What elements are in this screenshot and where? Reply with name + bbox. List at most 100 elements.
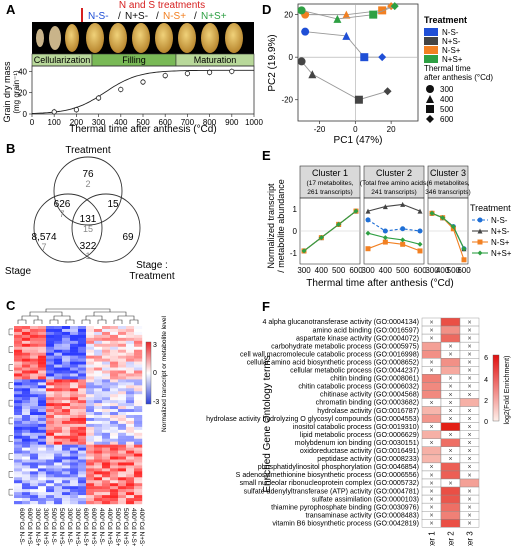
heatmap-cell [102, 471, 111, 475]
heatmap-cell [86, 379, 95, 383]
heatmap-cell [94, 352, 103, 356]
heatmap-cell [78, 492, 87, 496]
heatmap-cell [14, 346, 23, 350]
heatmap-cell [102, 435, 111, 439]
cluster-point [382, 239, 388, 245]
heatmap-cell [110, 337, 119, 342]
go-missing-mark: × [429, 504, 433, 511]
heatmap-cell [102, 340, 111, 344]
go-cell [440, 422, 461, 431]
heatmap-cell [38, 328, 47, 333]
heatmap-cell [46, 331, 55, 336]
heatmap-cell [54, 474, 63, 478]
sample-label: 300°Cd N-S- [66, 508, 74, 545]
heatmap-cell [110, 498, 119, 502]
pca-xlabel: PC1 (47%) [334, 135, 383, 146]
heatmap-cell [46, 326, 55, 330]
heatmap-cell [94, 441, 103, 445]
heatmap-cell [110, 397, 119, 401]
grain-image [132, 23, 150, 53]
panel-f-letter: F [262, 299, 270, 314]
heatmap-cell [86, 349, 95, 353]
legend-swatch [424, 55, 438, 63]
heatmap-cell [14, 480, 23, 484]
heatmap-cell [110, 352, 119, 356]
heatmap-cell [94, 471, 103, 475]
heatmap-cell [126, 492, 135, 496]
heatmap-cell [14, 340, 23, 344]
heatmap-cell [54, 459, 63, 463]
heatmap-cell [62, 409, 71, 413]
cluster-point [461, 257, 467, 263]
heatmap-cell [102, 423, 111, 428]
heatmap-cell [38, 352, 47, 356]
heatmap-cell [62, 400, 71, 404]
heatmap-cell [30, 453, 39, 457]
heatmap-cell [110, 358, 119, 362]
x-tick-label: 500 [447, 266, 461, 275]
heatmap-cell [70, 453, 79, 457]
heatmap-cell [126, 474, 135, 478]
heatmap-colorbar-min: -3 [153, 399, 159, 406]
heatmap-cell [78, 352, 87, 356]
sample-label: 500°Cd N-S+ [114, 508, 122, 546]
pca-trajectory [301, 61, 388, 101]
heatmap-cell [22, 417, 31, 422]
go-colorbar-tick-4: 4 [484, 377, 488, 384]
go-cell [440, 462, 461, 472]
heatmap-cell [38, 495, 47, 499]
heatmap-cell [70, 337, 79, 342]
go-term-label: phosphatidylinositol phosphorylation (GO… [258, 463, 419, 471]
heatmap-cell [94, 429, 103, 433]
heatmap-cell [78, 462, 87, 466]
heatmap-cell [78, 376, 87, 380]
heatmap-cell [62, 498, 71, 502]
heatmap-cell [102, 370, 111, 374]
x-tick-label: 300 [361, 266, 375, 275]
heatmap-cell [118, 462, 127, 466]
heatmap-cell [118, 340, 127, 344]
heatmap-cell [14, 358, 23, 362]
heatmap-cell [22, 492, 31, 496]
heatmap-cell [62, 331, 71, 336]
heatmap-cell [54, 480, 63, 484]
heatmap-cell [54, 337, 63, 342]
heatmap-cell [86, 400, 95, 404]
pca-ylabel: PC2 (19.9%) [267, 34, 278, 91]
data-point [229, 68, 235, 74]
heatmap-cell [118, 397, 127, 401]
heatmap-cell [30, 403, 39, 407]
go-missing-mark: × [467, 448, 471, 455]
heatmap-cell [86, 340, 95, 344]
cluster-point [336, 221, 342, 227]
heatmap-cell [22, 337, 31, 342]
cluster-series-line [303, 210, 357, 252]
go-missing-mark: × [467, 392, 471, 399]
cluster-header [363, 165, 425, 199]
go-cell [459, 398, 480, 407]
heatmap-cell [126, 373, 135, 377]
go-missing-mark: × [429, 360, 433, 367]
heatmap-cell [134, 400, 143, 404]
heatmap-cell [126, 441, 135, 445]
heatmap-sample-labels: 600°Cd N-S- 600°Cd N+S- 300°Cd N-S+ 300°Cd … [18, 508, 146, 546]
cluster-point [400, 241, 406, 247]
heatmap-cell [54, 426, 63, 431]
heatmap-cell [22, 447, 31, 451]
heatmap-cell [22, 468, 31, 472]
heatmap-cell [110, 415, 119, 419]
heatmap-cell [118, 447, 127, 451]
heatmap-cell [110, 394, 119, 398]
heatmap-cell [54, 492, 63, 496]
heatmap-cell [86, 370, 95, 374]
heatmap-cell [14, 349, 23, 353]
heatmap-cell [94, 483, 103, 487]
heatmap-cell [30, 444, 39, 448]
heatmap-cell [102, 417, 111, 422]
heatmap-cell [86, 343, 95, 347]
grain-images [36, 23, 243, 53]
heatmap-cell [126, 358, 135, 362]
heatmap-cell [54, 471, 63, 475]
heatmap-cell [30, 334, 39, 339]
heatmap-cell [22, 426, 31, 431]
